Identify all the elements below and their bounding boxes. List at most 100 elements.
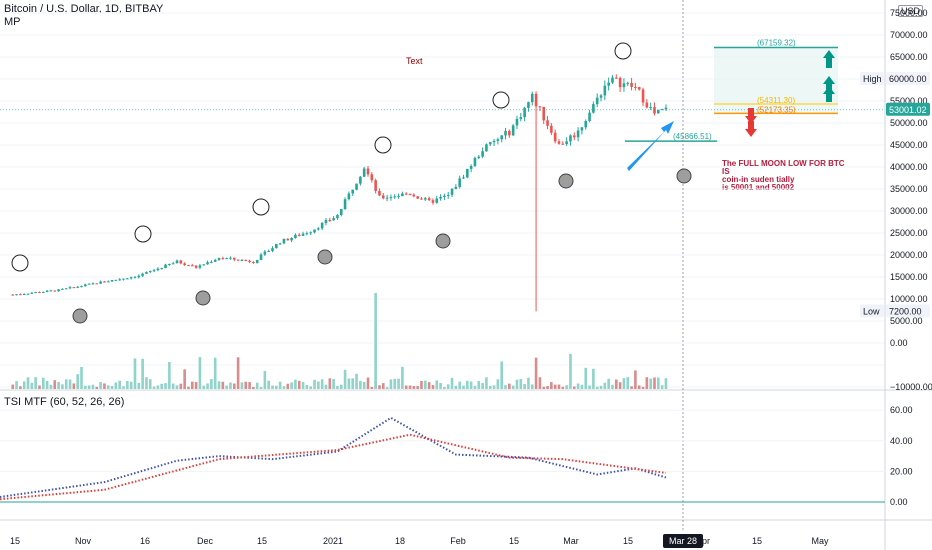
volume-bar	[634, 370, 637, 389]
volume-bar	[240, 382, 244, 389]
volume-bar	[397, 378, 400, 389]
volume-bar	[439, 383, 442, 389]
candle-body	[259, 254, 263, 260]
candle-body	[160, 268, 164, 270]
price-chips: High 60000.00 53001.02 Low 7200.00	[860, 72, 930, 318]
candle-body	[133, 277, 137, 279]
volume-bar	[511, 385, 515, 389]
volume-bar	[622, 378, 626, 389]
candle-body	[53, 290, 57, 292]
candle-body	[114, 279, 118, 281]
x-tick-label: 15	[10, 536, 20, 546]
volume-bar	[359, 380, 362, 389]
volume-bar	[435, 380, 439, 389]
volume-bar	[378, 385, 381, 389]
volume-bar	[569, 353, 572, 389]
candle-body	[530, 93, 534, 103]
volume-bar	[271, 385, 274, 389]
volume-bar	[317, 381, 320, 389]
candle-body	[592, 104, 595, 113]
low-value-bg	[886, 304, 930, 318]
volume-bar	[106, 385, 110, 389]
candle-body	[431, 200, 435, 203]
candle-body	[420, 198, 423, 200]
candle-body	[210, 261, 213, 263]
price-axis-label: 55000.00	[890, 96, 928, 106]
candle-body	[615, 77, 618, 79]
price-axis-label: 45000.00	[890, 140, 928, 150]
volume-bar	[76, 374, 79, 389]
candle-body	[664, 107, 668, 110]
candle-body	[481, 151, 484, 157]
candle-body	[504, 130, 507, 136]
volume-bar	[171, 383, 175, 389]
x-tick-label: 15	[509, 536, 519, 546]
candle-body	[381, 195, 385, 199]
x-tick-label: 2021	[323, 536, 343, 546]
candle-body	[72, 287, 76, 289]
volume-bar	[416, 386, 419, 389]
candle-body	[244, 259, 248, 261]
candle-body	[416, 196, 419, 199]
candle-body	[645, 102, 649, 108]
candle-body	[454, 186, 458, 189]
volume-bar	[477, 381, 481, 389]
candle-body	[11, 294, 15, 296]
candle-body	[565, 141, 568, 145]
volume-bar	[259, 386, 263, 389]
high-label: High	[863, 74, 882, 84]
price-axis-label: 65000.00	[890, 52, 928, 62]
volume-bar	[473, 385, 477, 389]
last-price-chip-bg	[886, 102, 930, 116]
candle-body	[450, 188, 454, 195]
volume-bar	[603, 382, 607, 389]
volume-bar	[584, 367, 588, 389]
volume-bar	[202, 385, 206, 389]
axes: 75000.00 70000.00 65000.00 60000.00 55000.00…	[10, 8, 932, 548]
volume-bar	[420, 380, 423, 389]
tsi-pane	[0, 409, 885, 503]
volume-bar	[618, 382, 622, 389]
volume-bar	[122, 386, 125, 389]
candle-body	[76, 286, 79, 288]
volume-bar	[557, 384, 561, 389]
candle-body	[595, 97, 599, 105]
candle-body	[576, 130, 580, 138]
candle-body	[255, 259, 259, 264]
candle-body	[347, 193, 351, 200]
moon-note-line: is 50001 and 50002	[722, 183, 795, 192]
volume-bar	[236, 357, 240, 389]
volume-bar	[244, 381, 248, 389]
volume-bar	[592, 368, 595, 389]
moon-note: The FULL MOON LOW FOR BTC IS coin-in sud…	[722, 160, 845, 192]
volume-bar	[282, 386, 286, 389]
volume-bar	[64, 379, 68, 389]
volume-bar	[332, 379, 335, 389]
currency-badge[interactable]: USD	[898, 5, 924, 17]
volume-bar	[496, 379, 500, 389]
price-axis-label: 5000.00	[890, 316, 923, 326]
candle-body	[213, 259, 217, 262]
candle-body	[328, 220, 332, 222]
volume-bar	[546, 386, 549, 389]
volume-bar	[630, 386, 633, 389]
volume-bar	[370, 386, 374, 389]
volume-bar	[305, 384, 309, 389]
candle-body	[511, 125, 515, 136]
volume-bar	[645, 377, 649, 389]
volume-bar	[500, 361, 503, 389]
low-value: 7200.00	[889, 306, 922, 316]
candle-body	[603, 85, 607, 96]
volume-bar	[607, 378, 610, 389]
target-zone	[714, 47, 838, 114]
candle-body	[546, 120, 549, 126]
candle-body	[588, 112, 591, 121]
volume-bar	[534, 357, 538, 389]
full-moon-marker	[195, 290, 211, 306]
volume-bar	[275, 385, 278, 389]
tsi-series-line	[0, 416, 667, 498]
candle-body	[175, 260, 179, 264]
full-moon-marker	[435, 233, 451, 249]
volume-bar	[538, 377, 542, 389]
